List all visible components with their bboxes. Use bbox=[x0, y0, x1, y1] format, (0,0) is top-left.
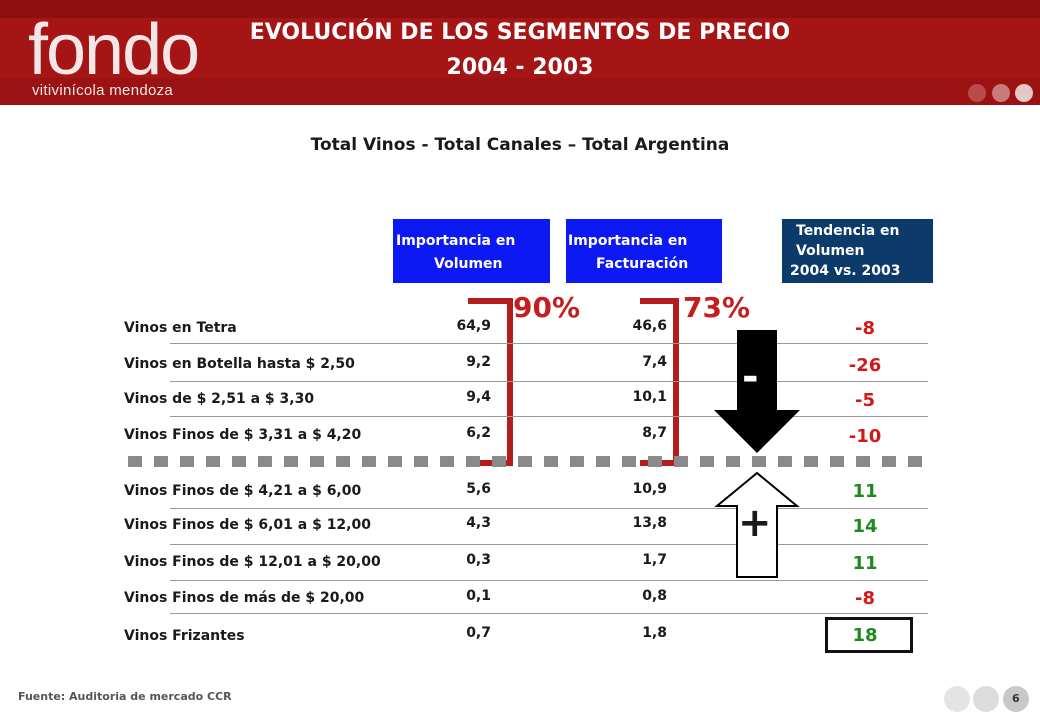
row-tendencia: 18 bbox=[852, 625, 878, 646]
row-divider bbox=[170, 580, 928, 581]
row-facturacion: 0,8 bbox=[642, 588, 667, 604]
row-facturacion: 10,1 bbox=[632, 389, 667, 405]
row-label: Vinos Finos de más de $ 20,00 bbox=[124, 590, 365, 606]
row-label: Vinos Finos de $ 4,21 a $ 6,00 bbox=[124, 483, 362, 499]
row-volumen: 5,6 bbox=[466, 481, 491, 497]
row-facturacion: 10,9 bbox=[632, 481, 667, 497]
row-tendencia: -8 bbox=[855, 588, 875, 609]
row-tendencia: -26 bbox=[848, 355, 882, 376]
up-arrow-icon bbox=[714, 471, 800, 578]
highlight-box bbox=[825, 617, 913, 653]
row-divider bbox=[170, 381, 928, 382]
total-volumen: 90% bbox=[513, 291, 581, 324]
row-volumen: 6,2 bbox=[466, 425, 491, 441]
row-volumen: 9,2 bbox=[466, 354, 491, 370]
row-volumen: 9,4 bbox=[466, 389, 491, 405]
footer-dot-icon bbox=[1003, 686, 1029, 712]
header-tendencia-line1: Tendencia en bbox=[796, 223, 900, 239]
row-divider bbox=[170, 544, 928, 545]
row-facturacion: 46,6 bbox=[632, 318, 667, 334]
row-label: Vinos Frizantes bbox=[124, 628, 245, 644]
page-number: 6 bbox=[1012, 692, 1020, 705]
row-tendencia: 14 bbox=[852, 516, 878, 537]
row-facturacion: 1,8 bbox=[642, 625, 667, 641]
subtitle: Total Vinos - Total Canales – Total Arge… bbox=[310, 135, 730, 155]
footer-dot-icon bbox=[973, 686, 999, 712]
header-stripe bbox=[0, 0, 1040, 18]
header-volumen-line2: Volumen bbox=[434, 256, 503, 272]
header-volumen-line1: Importancia en bbox=[396, 233, 516, 249]
total-facturacion: 73% bbox=[683, 291, 751, 324]
header-banner: fondo vitivinícola mendoza EVOLUCIÓN DE … bbox=[0, 0, 1040, 105]
row-label: Vinos en Botella hasta $ 2,50 bbox=[124, 356, 355, 372]
row-facturacion: 8,7 bbox=[642, 425, 667, 441]
row-divider bbox=[170, 343, 928, 344]
row-volumen: 0,3 bbox=[466, 552, 491, 568]
footer-dot-icon bbox=[944, 686, 970, 712]
row-tendencia: -8 bbox=[855, 318, 875, 339]
row-volumen: 64,9 bbox=[456, 318, 491, 334]
row-tendencia: 11 bbox=[852, 553, 878, 574]
logo-subtitle: vitivinícola mendoza bbox=[32, 82, 174, 99]
header-volumen: Importancia en Volumen bbox=[393, 219, 550, 283]
row-label: Vinos Finos de $ 6,01 a $ 12,00 bbox=[124, 517, 371, 533]
row-label: Vinos Finos de $ 12,01 a $ 20,00 bbox=[124, 554, 381, 570]
row-label: Vinos de $ 2,51 a $ 3,30 bbox=[124, 391, 315, 407]
row-divider bbox=[170, 508, 928, 509]
row-tendencia: 11 bbox=[852, 481, 878, 502]
page-title-years: 2004 - 2003 bbox=[446, 55, 594, 80]
row-facturacion: 13,8 bbox=[632, 515, 667, 531]
row-facturacion: 1,7 bbox=[642, 552, 667, 568]
logo: fondo bbox=[28, 10, 200, 90]
page-title: EVOLUCIÓN DE LOS SEGMENTOS DE PRECIO bbox=[249, 20, 791, 45]
up-arrow-sign: + bbox=[738, 500, 772, 546]
down-arrow-icon bbox=[714, 330, 800, 453]
row-tendencia: -5 bbox=[855, 390, 875, 411]
row-divider bbox=[170, 416, 928, 417]
row-divider bbox=[170, 613, 928, 614]
header-tendencia-line2: Volumen bbox=[796, 243, 865, 259]
source-note: Fuente: Auditoria de mercado CCR bbox=[18, 690, 232, 703]
header-tendencia: Tendencia en Volumen 2004 vs. 2003 bbox=[782, 219, 933, 283]
decor-dot-icon bbox=[1015, 84, 1033, 102]
row-volumen: 0,1 bbox=[466, 588, 491, 604]
row-volumen: 0,7 bbox=[466, 625, 491, 641]
header-facturacion-line2: Facturación bbox=[596, 256, 689, 272]
header-facturacion-line1: Importancia en bbox=[568, 233, 688, 249]
down-arrow-sign: - bbox=[742, 354, 759, 400]
header-tendencia-line3: 2004 vs. 2003 bbox=[790, 263, 901, 279]
decor-dot-icon bbox=[992, 84, 1010, 102]
header-facturacion: Importancia en Facturación bbox=[566, 219, 722, 283]
row-label: Vinos en Tetra bbox=[124, 320, 237, 336]
header-bottom-band bbox=[0, 78, 1040, 105]
segment-divider bbox=[128, 456, 928, 467]
decor-dot-icon bbox=[968, 84, 986, 102]
row-volumen: 4,3 bbox=[466, 515, 491, 531]
row-tendencia: -10 bbox=[848, 426, 882, 447]
row-facturacion: 7,4 bbox=[642, 354, 667, 370]
row-label: Vinos Finos de $ 3,31 a $ 4,20 bbox=[124, 427, 362, 443]
